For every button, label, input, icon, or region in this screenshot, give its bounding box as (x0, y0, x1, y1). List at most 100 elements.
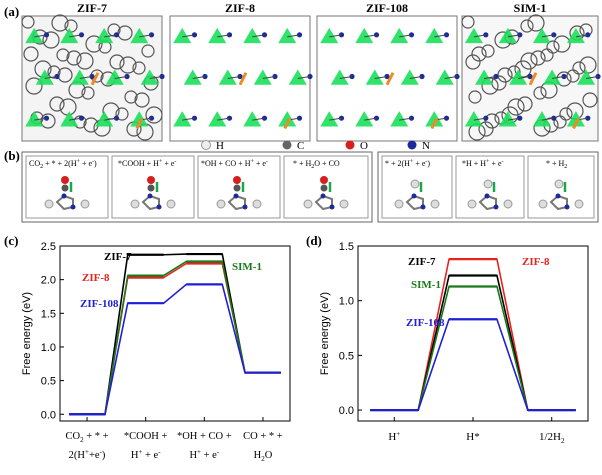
series-label: ZIF-108 (80, 298, 119, 310)
hydrogen-atom (130, 199, 140, 209)
zn-tetrahedron (543, 69, 562, 85)
bond (541, 117, 554, 121)
nitrogen-atom (517, 32, 523, 38)
bond (329, 117, 342, 121)
zn-tetrahedron (105, 69, 124, 85)
carbon-atom-icon (282, 140, 292, 150)
x-tick-label: CO + * + (243, 431, 283, 442)
zn-tetrahedron (400, 69, 419, 85)
x-tick-label: H* (466, 431, 479, 443)
zn-tetrahedron (95, 27, 114, 44)
carbon-atom (233, 184, 241, 192)
linker-ring (533, 86, 547, 100)
bond (182, 34, 195, 38)
zn-tetrahedron (532, 27, 551, 44)
nitrogen-atom (242, 204, 248, 210)
structure-panel-sim-1: SIM-1 (461, 1, 601, 142)
diffusion-arrow (572, 117, 580, 130)
panel-label-a: (a) (4, 4, 19, 19)
hydrogen-atom (467, 199, 477, 209)
bond (217, 117, 230, 121)
hydrogen-atom (80, 199, 90, 209)
linker-ring (85, 35, 103, 53)
zn-tetrahedron (95, 111, 114, 127)
intermediate-box: * + 2(H+ + e-) (381, 155, 453, 219)
molecule-illustrations (44, 176, 584, 211)
zn-tetrahedron (435, 69, 454, 85)
bond (287, 34, 300, 38)
linker-ring (553, 35, 571, 53)
bond (192, 76, 206, 79)
zn-tetrahedron (243, 27, 262, 44)
intermediate-box: *OH + CO + H+ + e- (197, 155, 281, 219)
zn-tetrahedron (60, 27, 79, 44)
structure-panel-zif-108: ZIF-108 (316, 1, 460, 142)
linker-ring (49, 96, 65, 112)
diffusion-arrow (385, 72, 395, 86)
zn-tetrahedron (355, 27, 374, 44)
intermediate-box: * + H2O + CO (283, 155, 369, 219)
zn-tetrahedron (208, 111, 227, 127)
zn-tetrahedron (140, 69, 159, 85)
structure-title: ZIF-108 (366, 1, 408, 15)
hydrogen-atom (538, 199, 548, 209)
legend-n: N (422, 140, 430, 152)
step-label: * + H2 (546, 159, 567, 170)
series-line (69, 283, 281, 416)
zn-tetrahedron (498, 111, 517, 127)
bond (364, 117, 377, 121)
bond (252, 117, 265, 121)
linker-ring (582, 92, 598, 108)
bond (44, 76, 58, 79)
linker-ring (119, 56, 137, 74)
linker-ring (471, 46, 487, 62)
step-label: * + 2(H+ + e-) (385, 159, 430, 168)
x-tick-label: CO2 + * + (66, 431, 109, 444)
linker-ring (134, 92, 150, 108)
zn-tetrahedron (566, 111, 585, 127)
zn-tetrahedron (130, 27, 149, 44)
y-tick-label: 1.0 (41, 342, 56, 354)
zn-tetrahedron (425, 111, 444, 127)
nitrogen-atom (484, 193, 490, 199)
linker-ring (21, 15, 35, 29)
x-tick-label: 1/2H2 (539, 431, 565, 445)
bond (473, 117, 486, 121)
structure-title: ZIF-7 (77, 1, 107, 15)
linker-ring (107, 23, 121, 37)
zn-tetrahedron (243, 111, 262, 127)
series-line (69, 260, 281, 416)
bond (104, 117, 117, 121)
intermediate-box: *H + H+ + e- (455, 155, 525, 219)
zn-tetrahedron (566, 27, 585, 44)
y-tick-label: 2.5 (41, 241, 56, 253)
x-tick-label: H2O (254, 450, 273, 463)
series-label: SIM-1 (411, 279, 441, 291)
linker-ring (66, 50, 82, 66)
intermediate-box: *COOH + H+ + e- (111, 155, 195, 219)
linker-ring (484, 113, 500, 129)
linker-ring (141, 44, 155, 58)
series-label: ZIF-7 (104, 251, 132, 263)
bond (339, 76, 353, 79)
nitrogen-atom (493, 204, 499, 210)
co2rr-intermediate-group: CO2 + * + 2(H+ + e-) *COOH + H+ + e- *OH… (21, 151, 373, 223)
nitrogen-atom (564, 204, 570, 210)
hydrogen-atom (503, 199, 513, 209)
linker-ring (461, 15, 475, 29)
zn-tetrahedron (390, 27, 409, 44)
panel-label-d: (d) (306, 233, 322, 248)
zn-tetrahedron (288, 69, 307, 85)
hydrogen-atom (394, 199, 404, 209)
y-axis-label: Free energy (eV) (319, 292, 331, 375)
zn-tetrahedron (183, 69, 202, 85)
bond (329, 34, 342, 38)
step-label: CO2 + * + 2(H+ + e-) (29, 159, 97, 170)
series-line (370, 258, 576, 411)
zn-tetrahedron (130, 111, 149, 127)
zn-tetrahedron (390, 111, 409, 127)
structure-panel-zif-7: ZIF-7 (21, 1, 165, 142)
bond (552, 76, 565, 79)
series-label: SIM-1 (232, 261, 262, 273)
